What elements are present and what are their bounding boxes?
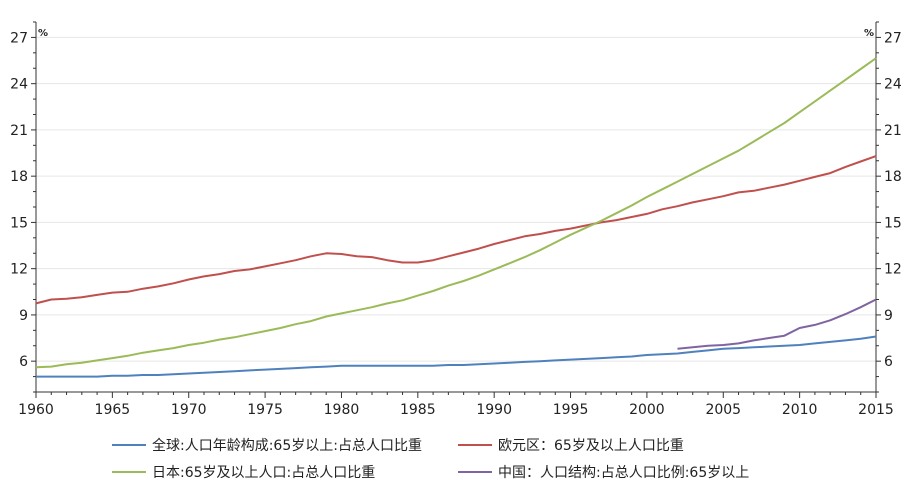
y-tick-label-right-3: 15 <box>884 215 902 231</box>
y-tick-label-left-4: 18 <box>10 169 28 185</box>
x-tick-label-11: 2015 <box>858 402 894 418</box>
x-tick-label-4: 1980 <box>324 402 360 418</box>
x-tick-label-7: 1995 <box>553 402 589 418</box>
legend-label-0: 全球:人口年龄构成:65岁以上:占总人口比重 <box>152 437 422 454</box>
legend-label-1: 欧元区：65岁及以上人口比重 <box>498 438 684 454</box>
x-tick-label-3: 1975 <box>247 402 283 418</box>
y-tick-label-right-1: 9 <box>884 308 893 324</box>
series-line-1 <box>35 155 877 305</box>
series-line-2 <box>35 57 877 369</box>
legend-label-2: 日本:65岁及以上人口:占总人口比重 <box>152 465 375 481</box>
y-tick-label-left-1: 9 <box>19 308 28 324</box>
x-tick-label-6: 1990 <box>476 402 512 418</box>
legend: 全球:人口年龄构成:65岁以上:占总人口比重 欧元区：65岁及以上人口比重日本:6… <box>112 437 749 481</box>
y-tick-label-right-6: 24 <box>884 77 902 93</box>
y-tick-label-right-7: 27 <box>884 30 902 46</box>
y-tick-label-left-0: 6 <box>19 354 28 370</box>
series-lines <box>35 57 877 378</box>
y-unit-right-label: % <box>864 28 874 39</box>
x-tick-label-2: 1970 <box>171 402 207 418</box>
series-line-0 <box>36 335 877 378</box>
x-tick-label-1: 1965 <box>95 402 131 418</box>
y-tick-label-left-2: 12 <box>10 262 28 278</box>
x-tick-label-9: 2005 <box>705 402 741 418</box>
x-tick-label-0: 1960 <box>18 402 54 418</box>
x-tick-label-5: 1985 <box>400 402 436 418</box>
y-tick-label-left-7: 27 <box>10 30 28 46</box>
y-tick-label-right-0: 6 <box>884 354 893 370</box>
tick-labels: 6 6 9 9 12 12 15 15 18 18 21 21 24 24 27 27 1960 1965 1970… <box>10 30 902 418</box>
grid-lines <box>36 36 876 362</box>
series-line-3 <box>677 298 877 350</box>
y-unit-left-label: % <box>38 28 48 39</box>
y-tick-label-right-2: 12 <box>884 262 902 278</box>
y-tick-label-right-5: 21 <box>884 123 902 139</box>
y-tick-label-right-4: 18 <box>884 169 902 185</box>
axes <box>31 21 881 398</box>
x-tick-label-10: 2010 <box>782 402 818 418</box>
y-tick-label-left-5: 21 <box>10 123 28 139</box>
y-tick-label-left-6: 24 <box>10 77 28 93</box>
x-tick-label-8: 2000 <box>629 402 665 418</box>
legend-label-3: 中国：人口结构:占总人口比例:65岁以上 <box>498 465 749 481</box>
y-tick-label-left-3: 15 <box>10 215 28 231</box>
